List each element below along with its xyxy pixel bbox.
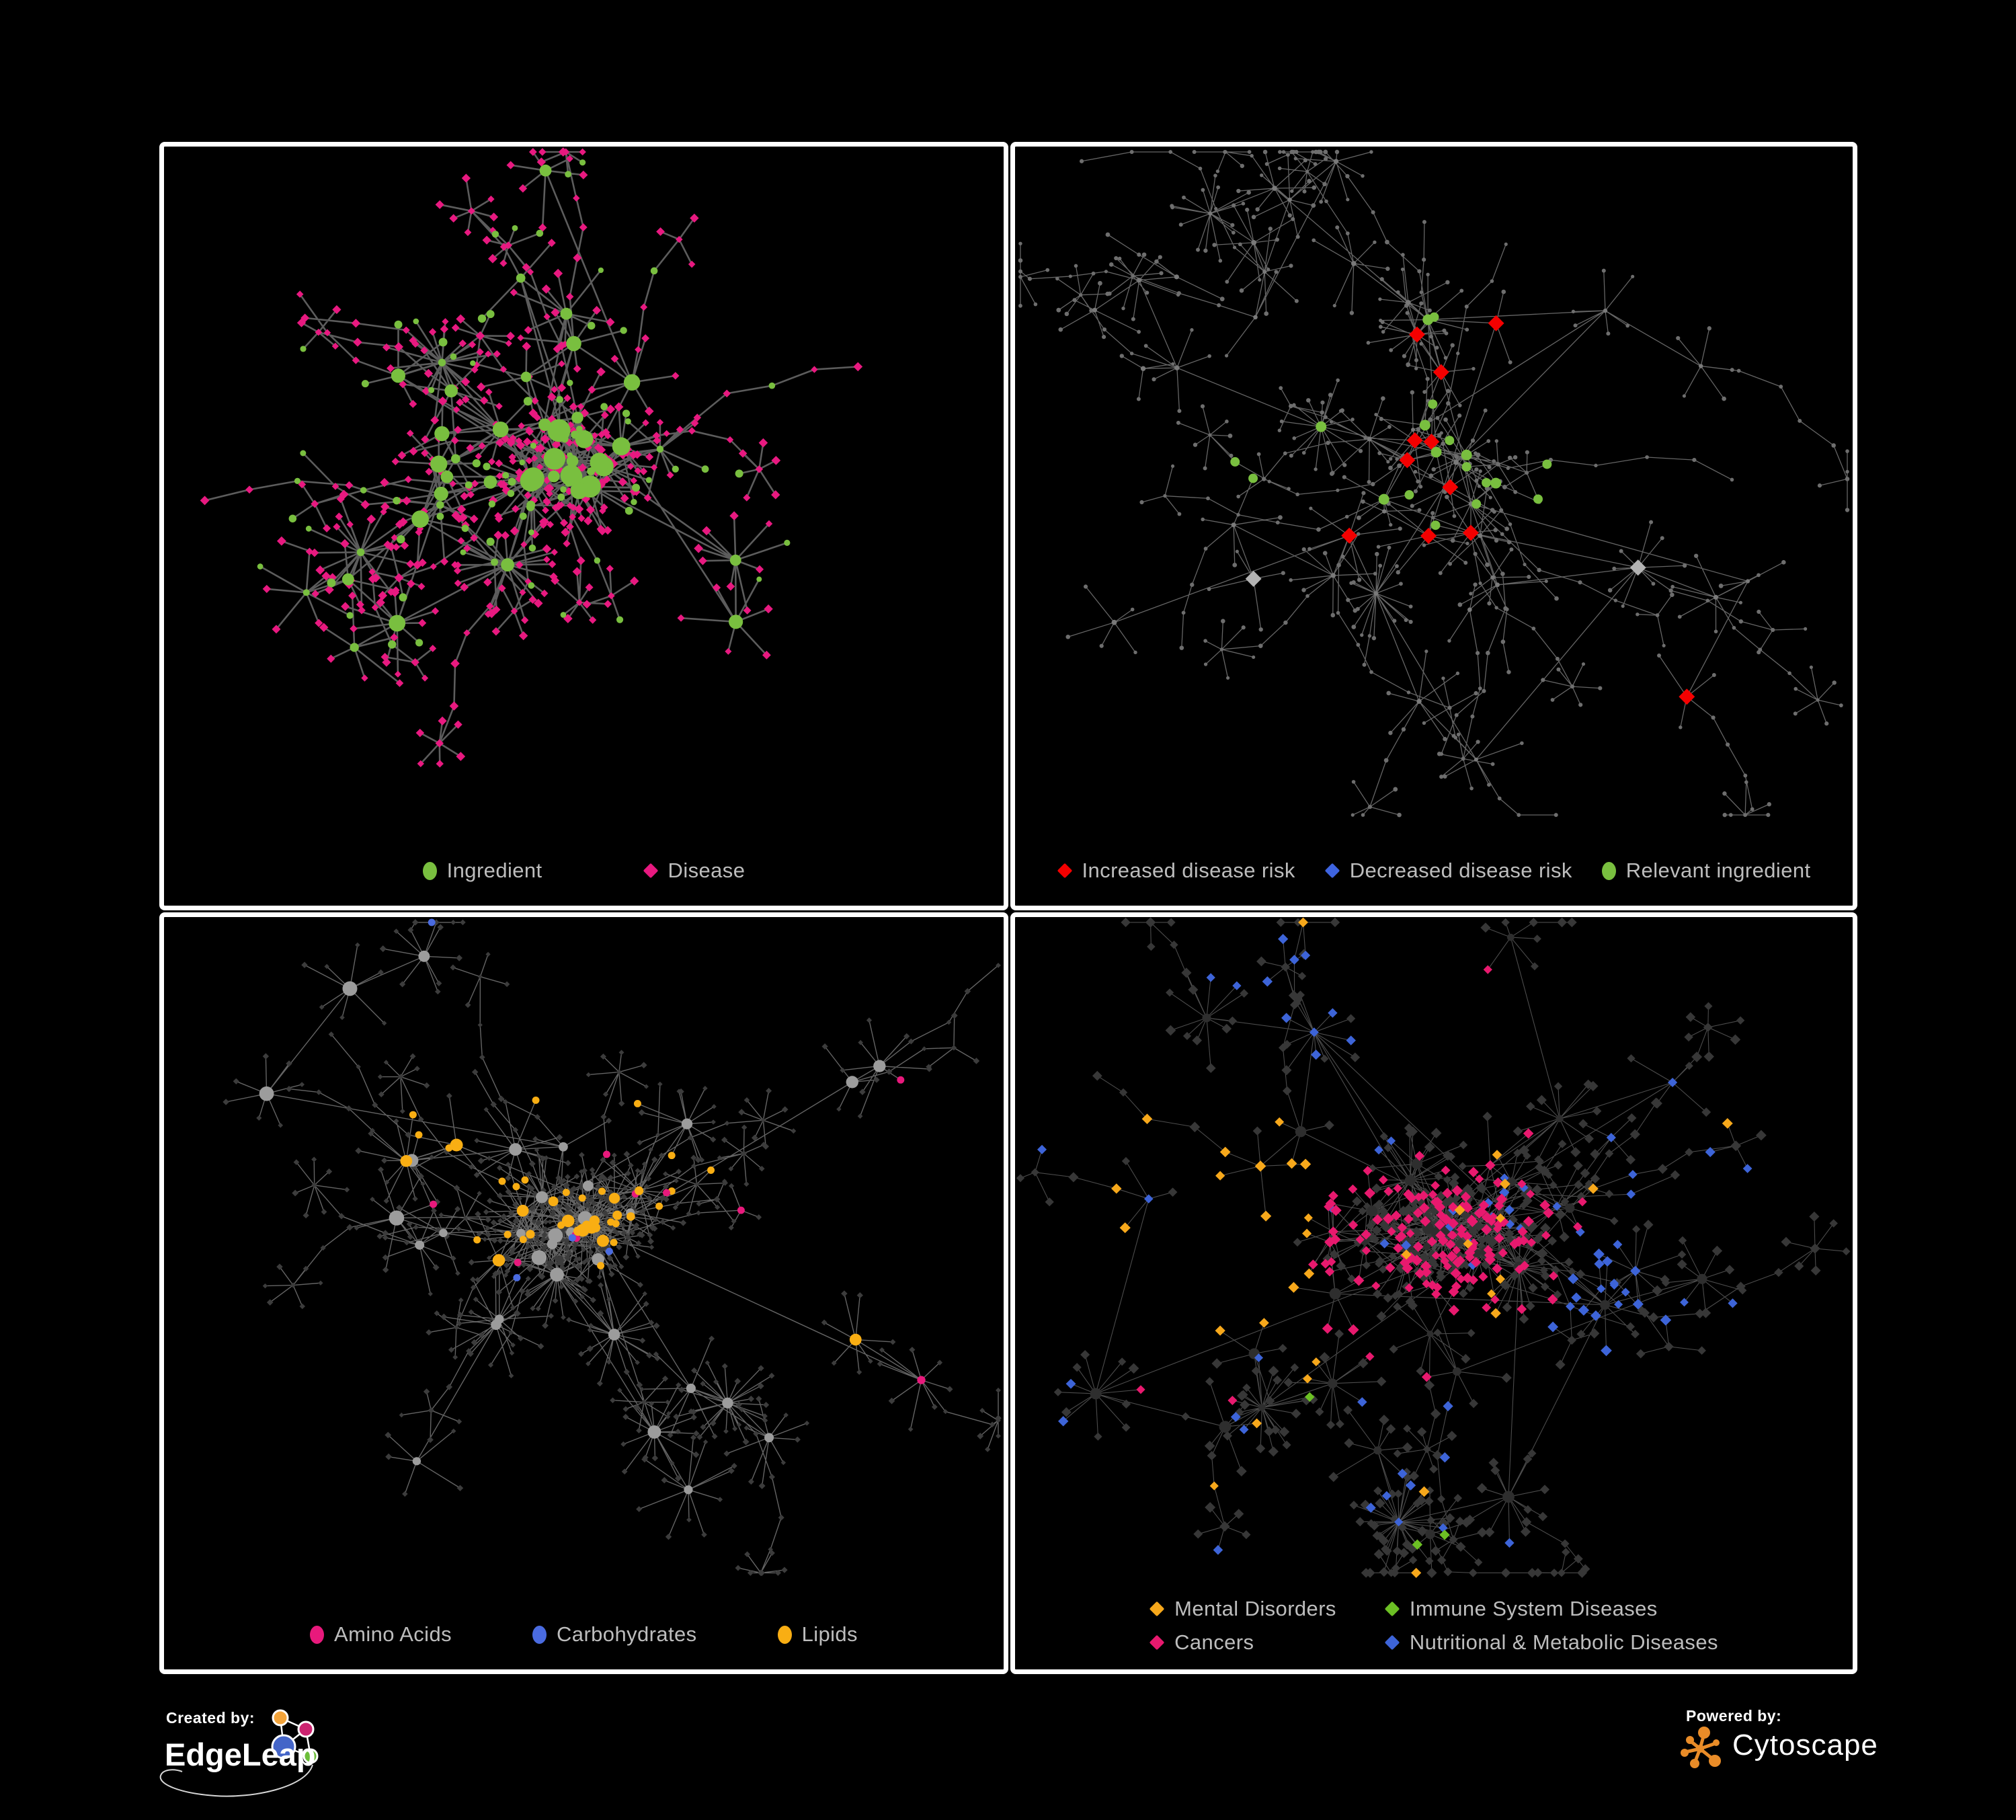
- legend-label: Disease: [668, 859, 745, 882]
- legend-label: Carbohydrates: [557, 1622, 697, 1646]
- disease-classes-network-graph: [1016, 917, 1851, 1579]
- edgeleap-node-magenta: [297, 1720, 315, 1738]
- diamond-swatch: [1384, 1601, 1400, 1617]
- legend-item-immune-system-diseases: Immune System Diseases: [1384, 1597, 1718, 1621]
- created-by-label: Created by:: [166, 1709, 255, 1727]
- circle-swatch: [422, 861, 437, 880]
- edgeleap-logo[interactable]: Created by: EdgeLeap: [151, 1698, 353, 1805]
- panel-macronutrients-network: Amino Acids Carbohydrates Lipids: [159, 912, 1008, 1674]
- circle-swatch: [532, 1625, 547, 1644]
- legend-item-increased-disease-risk: Increased disease risk: [1057, 859, 1295, 883]
- legend-label: Nutritional & Metabolic Diseases: [1409, 1630, 1718, 1654]
- legend-disease-classes: Mental Disorders Immune System Diseases Ca…: [1023, 1597, 1845, 1655]
- cytoscape-glyph: [1681, 1727, 1721, 1768]
- diamond-swatch: [643, 863, 658, 879]
- diamond-swatch: [1149, 1601, 1165, 1617]
- panel-disease-risk-network: Increased disease risk Decreased disease …: [1010, 142, 1857, 910]
- diamond-swatch: [1324, 863, 1340, 879]
- legend-item-amino-acids: Amino Acids: [310, 1622, 452, 1647]
- circle-swatch: [310, 1625, 325, 1644]
- diamond-swatch: [1057, 863, 1072, 879]
- legend-label: Increased disease risk: [1082, 859, 1295, 882]
- powered-by-label: Powered by:: [1686, 1707, 1781, 1725]
- legend-item-mental-disorders: Mental Disorders: [1149, 1597, 1336, 1621]
- legend-item-cancers: Cancers: [1149, 1630, 1336, 1655]
- diamond-swatch: [1149, 1634, 1165, 1651]
- legend-item-carbohydrates: Carbohydrates: [532, 1622, 697, 1647]
- ingredient-disease-network-graph: [200, 147, 863, 768]
- legend-item-disease: Disease: [643, 859, 745, 883]
- legend-label: Amino Acids: [334, 1622, 452, 1646]
- legend-label: Cancers: [1174, 1630, 1254, 1654]
- legend-item-ingredient: Ingredient: [422, 859, 542, 883]
- edgeleap-node-orange: [272, 1709, 289, 1727]
- legend-item-lipids: Lipids: [777, 1622, 858, 1647]
- circle-swatch: [777, 1625, 792, 1644]
- macronutrients-network-graph: [223, 918, 1002, 1577]
- legend-label: Relevant ingredient: [1625, 859, 1811, 882]
- edgeleap-glyph-nodes: [271, 1709, 319, 1764]
- edgeleap-swoosh: [159, 1764, 313, 1797]
- legend-item-relevant-ingredient: Relevant ingredient: [1601, 859, 1811, 883]
- disease-risk-network-graph: [1018, 149, 1850, 818]
- cytoscape-logo[interactable]: Powered by: Cytoscape: [1676, 1701, 1904, 1775]
- legend-label: Ingredient: [446, 859, 542, 882]
- circle-swatch: [1601, 861, 1616, 880]
- legend-label: Lipids: [801, 1622, 858, 1646]
- legend-label: Immune System Diseases: [1409, 1597, 1658, 1620]
- diamond-swatch: [1384, 1634, 1400, 1651]
- legend-disease-risk: Increased disease risk Decreased disease …: [1023, 859, 1845, 883]
- panel-disease-classes-network: Mental Disorders Immune System Diseases Ca…: [1010, 912, 1857, 1674]
- edgeleap-node-green: [303, 1748, 319, 1764]
- legend-item-nutritional-metabolic-diseases: Nutritional & Metabolic Diseases: [1384, 1630, 1718, 1655]
- edgeleap-wordmark: EdgeLeap: [165, 1737, 316, 1772]
- legend-label: Decreased disease risk: [1349, 859, 1572, 882]
- panel-ingredient-disease-network: Ingredient Disease: [159, 142, 1008, 910]
- legend-ingredient-disease: Ingredient Disease: [172, 859, 996, 883]
- legend-item-decreased-disease-risk: Decreased disease risk: [1324, 859, 1572, 883]
- legend-label: Mental Disorders: [1174, 1597, 1336, 1620]
- edgeleap-node-blue: [271, 1734, 296, 1759]
- cytoscape-wordmark: Cytoscape: [1732, 1729, 1878, 1762]
- legend-macronutrients: Amino Acids Carbohydrates Lipids: [172, 1622, 996, 1647]
